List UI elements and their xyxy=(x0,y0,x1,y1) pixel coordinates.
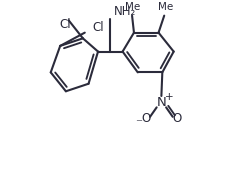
Text: ⁻: ⁻ xyxy=(135,117,142,130)
Text: O: O xyxy=(172,112,181,125)
Text: Cl: Cl xyxy=(59,18,71,32)
Text: +: + xyxy=(165,92,173,102)
Text: Me: Me xyxy=(125,2,141,12)
Text: N: N xyxy=(157,96,166,109)
Text: Cl: Cl xyxy=(92,21,104,34)
Text: Me: Me xyxy=(158,2,173,12)
Text: NH₂: NH₂ xyxy=(114,5,136,18)
Text: O: O xyxy=(142,112,151,125)
